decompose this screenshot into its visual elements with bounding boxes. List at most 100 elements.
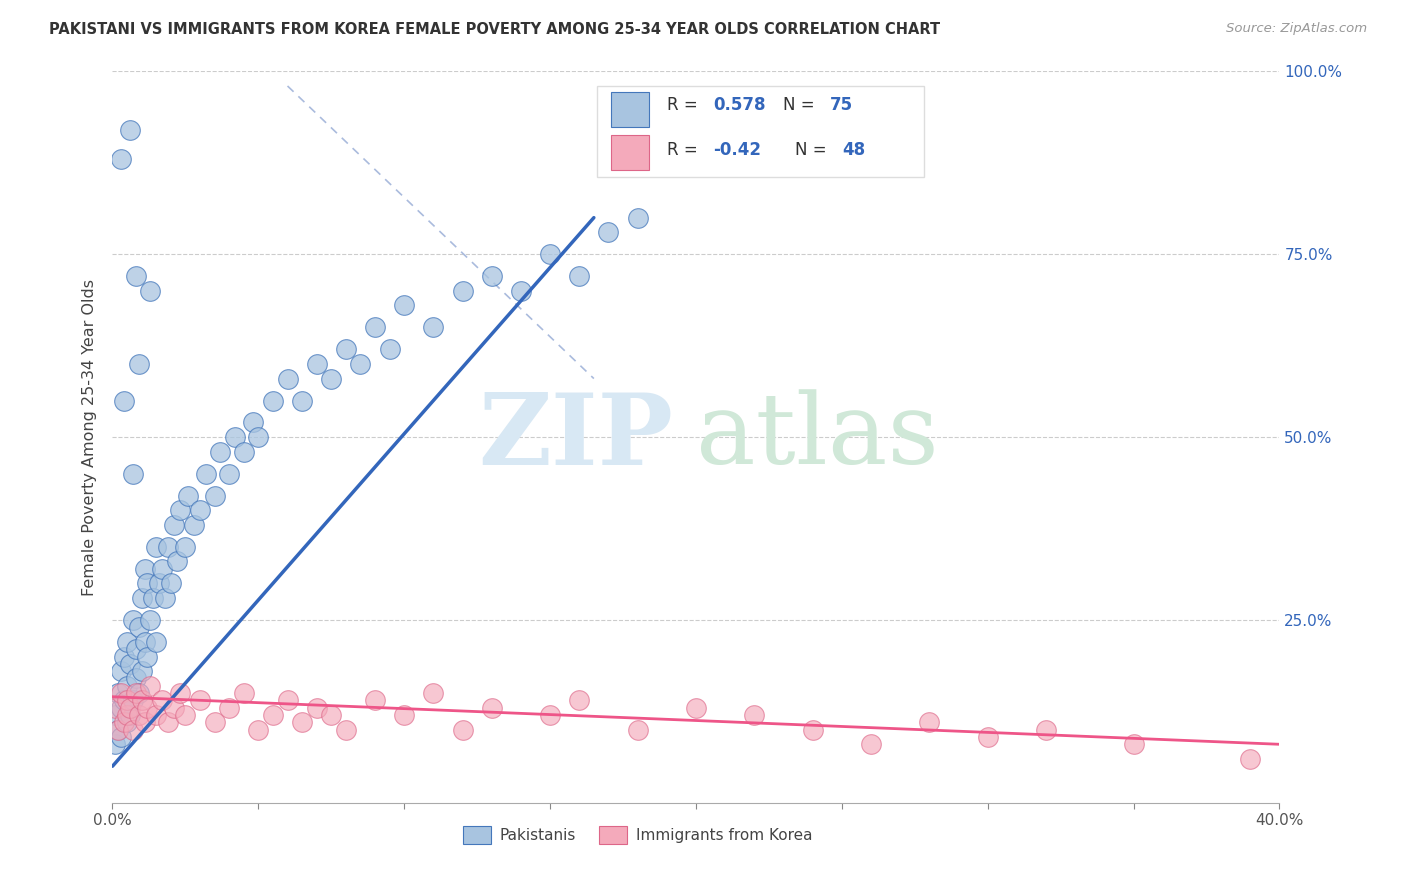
Point	[422, 320, 444, 334]
Point	[134, 562, 156, 576]
Point	[801, 723, 824, 737]
Point	[125, 686, 148, 700]
Point	[1122, 737, 1144, 751]
Point	[118, 657, 141, 671]
Point	[131, 693, 153, 707]
Point	[107, 723, 129, 737]
Point	[128, 357, 150, 371]
Point	[125, 269, 148, 284]
Point	[163, 700, 186, 714]
Point	[156, 540, 179, 554]
Point	[742, 708, 765, 723]
Point	[110, 700, 132, 714]
Point	[115, 693, 138, 707]
Point	[451, 723, 474, 737]
Point	[568, 269, 591, 284]
Point	[335, 723, 357, 737]
Point	[110, 664, 132, 678]
Point	[232, 686, 254, 700]
Point	[142, 591, 165, 605]
Point	[481, 700, 503, 714]
Point	[150, 562, 173, 576]
Point	[568, 693, 591, 707]
Text: Source: ZipAtlas.com: Source: ZipAtlas.com	[1226, 22, 1367, 36]
Point	[104, 700, 127, 714]
Point	[112, 393, 135, 408]
Point	[125, 672, 148, 686]
Point	[112, 715, 135, 730]
Point	[122, 723, 145, 737]
Text: -0.42: -0.42	[713, 141, 762, 159]
Point	[394, 708, 416, 723]
Point	[422, 686, 444, 700]
Text: N =: N =	[796, 141, 832, 159]
Point	[110, 686, 132, 700]
Point	[134, 715, 156, 730]
Point	[166, 554, 188, 568]
Point	[174, 540, 197, 554]
Point	[125, 642, 148, 657]
Point	[177, 489, 200, 503]
Point	[115, 715, 138, 730]
Point	[218, 467, 240, 481]
Point	[115, 679, 138, 693]
Point	[118, 708, 141, 723]
Point	[209, 444, 232, 458]
Point	[145, 708, 167, 723]
Point	[538, 708, 561, 723]
Point	[321, 371, 343, 385]
Point	[115, 635, 138, 649]
Text: R =: R =	[666, 141, 703, 159]
Point	[1035, 723, 1057, 737]
Text: atlas: atlas	[696, 389, 939, 485]
Point	[139, 284, 162, 298]
Point	[139, 679, 162, 693]
Point	[136, 649, 159, 664]
FancyBboxPatch shape	[610, 135, 650, 170]
Point	[145, 635, 167, 649]
Point	[136, 576, 159, 591]
Point	[305, 357, 328, 371]
FancyBboxPatch shape	[596, 86, 924, 178]
Point	[247, 723, 270, 737]
Point	[122, 613, 145, 627]
Point	[118, 700, 141, 714]
Point	[128, 708, 150, 723]
Point	[134, 635, 156, 649]
Text: 0.578: 0.578	[713, 96, 766, 114]
Point	[218, 700, 240, 714]
Point	[204, 715, 226, 730]
Point	[131, 591, 153, 605]
Legend: Pakistanis, Immigrants from Korea: Pakistanis, Immigrants from Korea	[457, 820, 818, 850]
Text: ZIP: ZIP	[478, 389, 672, 485]
Point	[1239, 752, 1261, 766]
Point	[104, 737, 127, 751]
Point	[122, 693, 145, 707]
Point	[481, 269, 503, 284]
Point	[174, 708, 197, 723]
Point	[538, 247, 561, 261]
Point	[110, 152, 132, 166]
Point	[128, 620, 150, 634]
Point	[364, 693, 387, 707]
Point	[145, 540, 167, 554]
Point	[349, 357, 371, 371]
Point	[194, 467, 217, 481]
Point	[451, 284, 474, 298]
Point	[627, 211, 650, 225]
Point	[685, 700, 707, 714]
Point	[107, 686, 129, 700]
Point	[122, 467, 145, 481]
Point	[169, 503, 191, 517]
Text: R =: R =	[666, 96, 703, 114]
Point	[163, 517, 186, 532]
Point	[110, 730, 132, 744]
Point	[118, 123, 141, 137]
Point	[509, 284, 531, 298]
Point	[627, 723, 650, 737]
Point	[305, 700, 328, 714]
Point	[112, 649, 135, 664]
Point	[860, 737, 883, 751]
Point	[188, 503, 211, 517]
Point	[378, 343, 401, 357]
